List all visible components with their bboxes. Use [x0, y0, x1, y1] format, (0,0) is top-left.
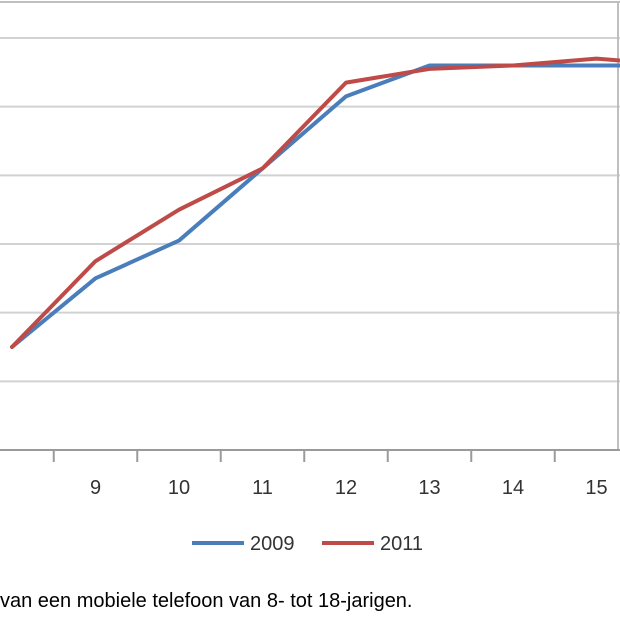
legend-label-2011: 2011: [380, 533, 423, 555]
chart-svg: 9 10 11 12 13 14 15 2009 2011: [0, 1, 620, 555]
figure-caption: van een mobiele telefoon van 8- tot 18-j…: [0, 590, 413, 612]
x-tick-label: 14: [502, 477, 524, 499]
series-line-2011: [10, 56, 620, 349]
legend: 2009 2011: [192, 533, 423, 555]
x-tick-label: 12: [335, 477, 357, 499]
series-line-2009: [10, 63, 620, 349]
x-tick-label: 11: [252, 477, 273, 499]
gridlines: [0, 1, 620, 450]
x-tick-label: 15: [585, 477, 607, 499]
line-chart: 9 10 11 12 13 14 15 2009 2011: [0, 1, 620, 555]
legend-label-2009: 2009: [250, 533, 295, 555]
x-tick-label: 9: [90, 477, 101, 499]
x-tick-label: 13: [418, 477, 440, 499]
series-lines: [10, 56, 620, 349]
x-axis: 9 10 11 12 13 14 15: [0, 449, 620, 499]
x-tick-label: 10: [168, 477, 190, 499]
